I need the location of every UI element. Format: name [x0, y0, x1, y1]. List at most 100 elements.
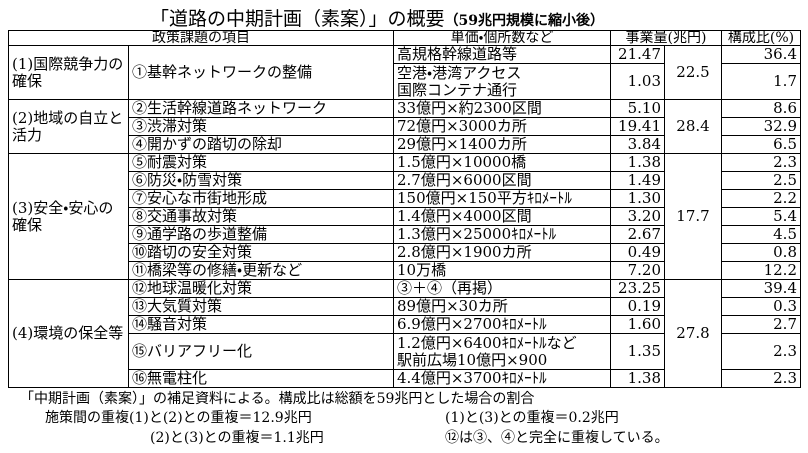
- unit: 33億円×約2300区間: [397, 99, 542, 117]
- unit-cell: 1.4億円×4000区間: [393, 207, 611, 226]
- unit: 空港・港湾アクセス: [397, 63, 522, 82]
- unit: 29億円×1400カ所: [397, 135, 527, 153]
- row: ③渋滞対策 72億円×3000カ所 19.41 32.9: [9, 117, 801, 136]
- item-name: ⑦安心な市街地形成: [128, 189, 394, 208]
- ratio: 2.3: [721, 153, 801, 172]
- unit-cell: 1.3億円×25000ｷﾛﾒｰﾄﾙ: [393, 225, 611, 244]
- ratio: 1.7: [721, 63, 801, 100]
- title: 「道路の中期計画（素案）」の概要: [150, 8, 445, 30]
- amount: 0.49: [610, 243, 665, 262]
- ratio: 36.4: [721, 45, 801, 64]
- row: (3)安全・安心の確保 ⑤耐震対策 1.5億円×10000橋 1.38 17.7 2.3: [8, 153, 801, 280]
- item-name: ⑧交通事故対策: [128, 207, 394, 226]
- unit-cell: 4.4億円×3700ｷﾛﾒｰﾄﾙ: [393, 369, 611, 388]
- header-row: 政策課題の項目 単価・個所数など 事業量(兆円) 構成比(%): [8, 30, 801, 46]
- ratio: 6.5: [721, 135, 801, 154]
- unit-cell: 72億円×3000カ所: [393, 117, 611, 136]
- unit-cell: 2.7億円×6000区間: [393, 171, 611, 190]
- ratio: 2.3: [721, 369, 801, 388]
- row: (4)環境の保全等 ⑫地球温暖化対策 ③＋④（再掲） 23.25 27.8 39.4: [8, 279, 801, 388]
- unit-cell: 高規格幹線道路等: [393, 45, 611, 64]
- ratio: 5.4: [721, 207, 801, 226]
- subtitle: （59兆円規模に縮小後）: [444, 13, 604, 29]
- unit: 72億円×3000カ所: [397, 117, 527, 135]
- row: ⑥防災・防雪対策 2.7億円×6000区間 1.49 2.5: [9, 171, 801, 190]
- unit-cell: 29億円×1400カ所: [393, 135, 611, 154]
- header: 事業量(兆円): [610, 30, 722, 46]
- header: 単価・個所数など: [393, 30, 611, 46]
- unit: 1.2億円×6400ｷﾛﾒｰﾄﾙなど: [397, 333, 577, 352]
- item-name: ①基幹ネットワークの整備: [128, 45, 394, 100]
- note: 「中期計画（素案）」の補足資料による。構成比は総額を59兆円とした場合の割合: [20, 391, 535, 407]
- header: 政策課題の項目: [8, 30, 394, 46]
- unit: 6.9億円×2700ｷﾛﾒｰﾄﾙ: [397, 315, 547, 333]
- unit: 駅前広場10億円×900: [397, 350, 548, 369]
- unit-cell: 10万橋: [393, 261, 611, 280]
- item-name: ③渋滞対策: [128, 117, 394, 136]
- group-name: (4)環境の保全等: [8, 279, 129, 388]
- unit-cell: 1.2億円×6400ｷﾛﾒｰﾄﾙなど 駅前広場10億円×900: [393, 333, 611, 370]
- amount: 2.67: [610, 225, 665, 244]
- unit: 国際コンテナ通行: [397, 80, 518, 99]
- group-total: 28.4: [664, 99, 722, 154]
- group-total: 22.5: [664, 45, 722, 100]
- ratio: 0.8: [721, 243, 801, 262]
- item-name: ⑤耐震対策: [128, 153, 394, 172]
- item-name: ⑨通学路の歩道整備: [128, 225, 394, 244]
- amount: 1.38: [610, 153, 665, 172]
- unit: 2.8億円×1900カ所: [397, 243, 532, 261]
- table: 政策課題の項目 単価・個所数など 事業量(兆円) 構成比(%) (1)国際競争力…: [8, 30, 801, 388]
- unit: 1.3億円×25000ｷﾛﾒｰﾄﾙ: [397, 225, 557, 243]
- unit-cell: 150億円×150平方ｷﾛﾒｰﾄﾙ: [393, 189, 611, 208]
- unit: 89億円×30カ所: [397, 297, 508, 315]
- group-name: (3)安全・安心の確保: [8, 153, 129, 280]
- amount: 19.41: [610, 117, 665, 136]
- unit-cell: 6.9億円×2700ｷﾛﾒｰﾄﾙ: [393, 315, 611, 334]
- group-total: 17.7: [664, 153, 722, 280]
- item-name: ⑫地球温暖化対策: [128, 279, 394, 298]
- unit-cell: 空港・港湾アクセス 国際コンテナ通行: [393, 63, 611, 100]
- note: ⑫は③、④と完全に重複している。: [445, 430, 669, 446]
- item-name: ⑪橋梁等の修繕・更新など: [128, 261, 394, 280]
- note: 施策間の重複(1)と(2)との重複＝12.9兆円: [45, 410, 312, 426]
- ratio: 2.5: [721, 171, 801, 190]
- unit-cell: 1.5億円×10000橋: [393, 153, 611, 172]
- item-name: ④開かずの踏切の除却: [128, 135, 394, 154]
- header: 構成比(%): [721, 30, 801, 46]
- unit: 1.5億円×10000橋: [397, 153, 527, 171]
- unit: 高規格幹線道路等: [397, 45, 518, 63]
- ratio: 2.7: [721, 315, 801, 334]
- row: ⑦安心な市街地形成 150億円×150平方ｷﾛﾒｰﾄﾙ 1.30 2.2: [9, 189, 801, 208]
- group-total: 27.8: [664, 279, 722, 388]
- unit-cell: 2.8億円×1900カ所: [393, 243, 611, 262]
- unit: 2.7億円×6000区間: [397, 171, 532, 189]
- amount: 21.47: [610, 45, 665, 64]
- unit: 150億円×150平方ｷﾛﾒｰﾄﾙ: [397, 189, 572, 207]
- table-body: (1)国際競争力の確保 ①基幹ネットワークの整備 高規格幹線道路等 21.47 22.5…: [8, 45, 801, 388]
- amount: 23.25: [610, 279, 665, 298]
- item-name: ⑩踏切の安全対策: [128, 243, 394, 262]
- item-name: ⑬大気質対策: [128, 297, 394, 316]
- group-name: (2)地域の自立と活力: [8, 99, 129, 154]
- amount: 1.35: [610, 333, 665, 370]
- row: ⑯無電柱化 4.4億円×3700ｷﾛﾒｰﾄﾙ 1.38 2.3: [9, 369, 801, 388]
- amount: 3.84: [610, 135, 665, 154]
- amount: 1.60: [610, 315, 665, 334]
- group-name: (1)国際競争力の確保: [8, 45, 129, 100]
- ratio: 4.5: [721, 225, 801, 244]
- item-name: ⑮バリアフリー化: [128, 333, 394, 370]
- amount: 5.10: [610, 99, 665, 118]
- amount: 3.20: [610, 207, 665, 226]
- unit: 1.4億円×4000区間: [397, 207, 532, 225]
- row: ④開かずの踏切の除却 29億円×1400カ所 3.84 6.5: [9, 135, 801, 154]
- row: ⑧交通事故対策 1.4億円×4000区間 3.20 5.4: [9, 207, 801, 226]
- row: (1)国際競争力の確保 ①基幹ネットワークの整備 高規格幹線道路等 21.47 22.5…: [8, 45, 801, 100]
- ratio: 32.9: [721, 117, 801, 136]
- ratio: 2.2: [721, 189, 801, 208]
- row: (2)地域の自立と活力 ②生活幹線道路ネットワーク 33億円×約2300区間 5.10…: [8, 99, 801, 154]
- row: ⑬大気質対策 89億円×30カ所 0.19 0.3: [9, 297, 801, 316]
- ratio: 8.6: [721, 99, 801, 118]
- ratio: 0.3: [721, 297, 801, 316]
- unit: 4.4億円×3700ｷﾛﾒｰﾄﾙ: [397, 369, 547, 387]
